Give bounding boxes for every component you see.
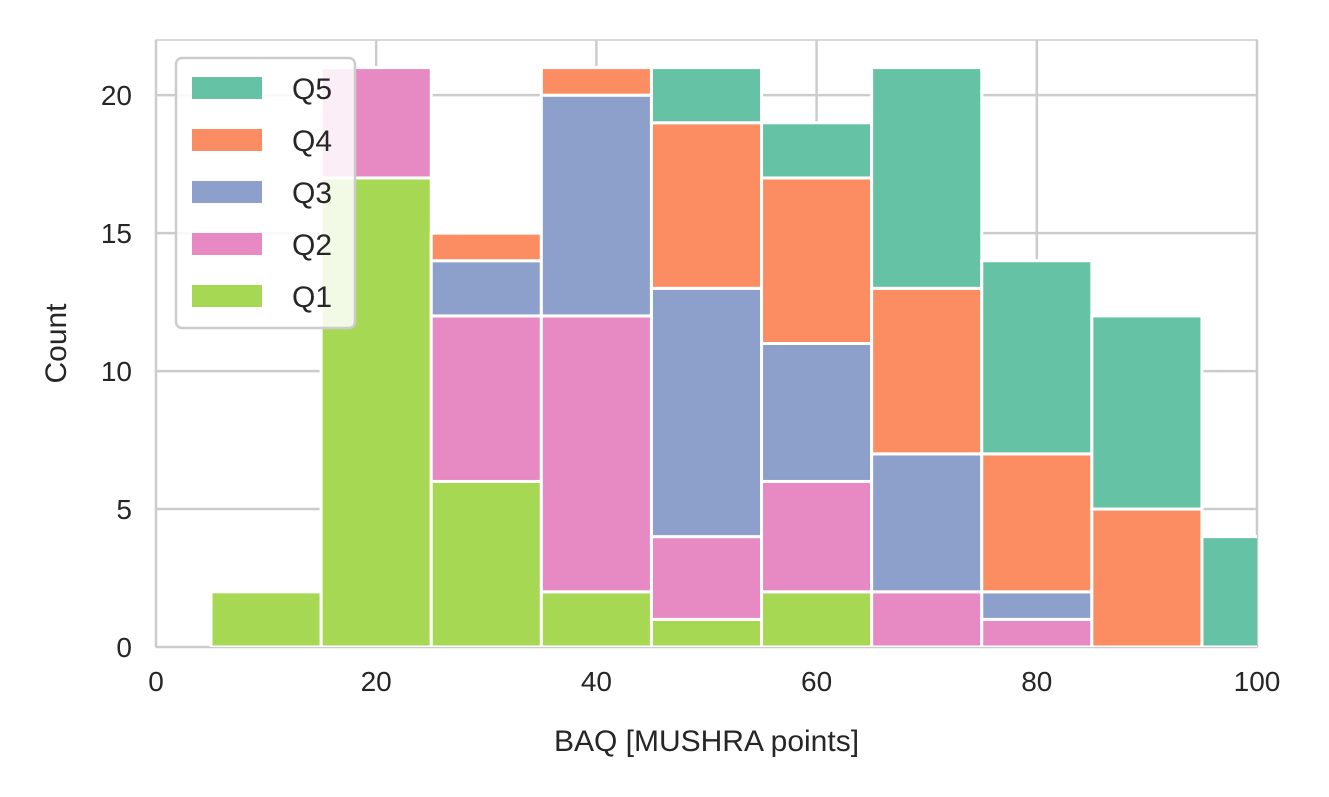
legend-swatch-q2 [192, 233, 262, 255]
y-tick-label: 5 [116, 494, 132, 525]
x-tick-label: 0 [148, 666, 164, 697]
bars [209, 66, 1257, 647]
bar-q1-bin-0 [209, 590, 323, 647]
bar-q3-bin-3 [539, 93, 653, 318]
bar-q4-bin-4 [649, 121, 764, 290]
y-axis-label: Count [40, 303, 73, 384]
bar-q5-bin-6 [870, 66, 984, 290]
y-tick-label: 20 [101, 80, 132, 111]
legend-swatch-q1 [192, 285, 262, 307]
legend-label-q5: Q5 [292, 73, 332, 106]
bar-q3-bin-7 [980, 590, 1094, 621]
bar-q4-bin-2 [429, 231, 543, 263]
bar-q5-bin-9 [1200, 535, 1257, 647]
bar-q3-bin-2 [429, 259, 543, 318]
bar-q2-bin-6 [870, 590, 984, 647]
y-tick-label: 15 [101, 218, 132, 249]
bar-q2-bin-4 [649, 535, 764, 621]
bar-q5-bin-5 [760, 121, 874, 180]
legend-label-q3: Q3 [292, 177, 332, 210]
x-tick-label: 40 [581, 666, 612, 697]
x-tick-label: 20 [361, 666, 392, 697]
bar-q1-bin-4 [649, 617, 764, 647]
bar-q1-bin-5 [760, 590, 874, 647]
bar-q2-bin-2 [429, 314, 543, 483]
bar-q4-bin-8 [1090, 507, 1204, 647]
bar-q2-bin-7 [980, 617, 1094, 647]
bar-q1-bin-2 [429, 479, 543, 647]
x-tick-label: 100 [1234, 666, 1281, 697]
bar-q3-bin-4 [649, 286, 764, 539]
x-axis-label: BAQ [MUSHRA points] [554, 725, 859, 758]
axes: 0 20 40 60 80 100 0 5 10 15 20 [101, 80, 1281, 697]
legend: Q5 Q4 Q3 Q2 Q1 [174, 56, 357, 330]
legend-label-q1: Q1 [292, 281, 332, 314]
bar-q3-bin-5 [760, 342, 874, 483]
bar-q1-bin-3 [539, 590, 653, 647]
bar-q5-bin-8 [1090, 314, 1204, 511]
bar-q3-bin-6 [870, 452, 984, 594]
legend-label-q4: Q4 [292, 125, 332, 158]
x-tick-label: 60 [801, 666, 832, 697]
legend-swatch-q5 [192, 77, 262, 99]
legend-swatch-q4 [192, 129, 262, 151]
y-tick-label: 0 [116, 632, 132, 663]
bar-q4-bin-5 [760, 176, 874, 345]
legend-label-q2: Q2 [292, 229, 332, 262]
bar-q2-bin-3 [539, 314, 653, 594]
x-tick-label: 80 [1021, 666, 1052, 697]
bar-q4-bin-7 [980, 452, 1094, 594]
bar-q5-bin-7 [980, 259, 1094, 456]
bar-q4-bin-3 [539, 66, 653, 97]
bar-q2-bin-5 [760, 479, 874, 594]
bar-q5-bin-4 [649, 66, 764, 125]
legend-swatch-q3 [192, 181, 262, 203]
legend-box [174, 56, 357, 330]
bar-q4-bin-6 [870, 286, 984, 456]
y-tick-label: 10 [101, 356, 132, 387]
